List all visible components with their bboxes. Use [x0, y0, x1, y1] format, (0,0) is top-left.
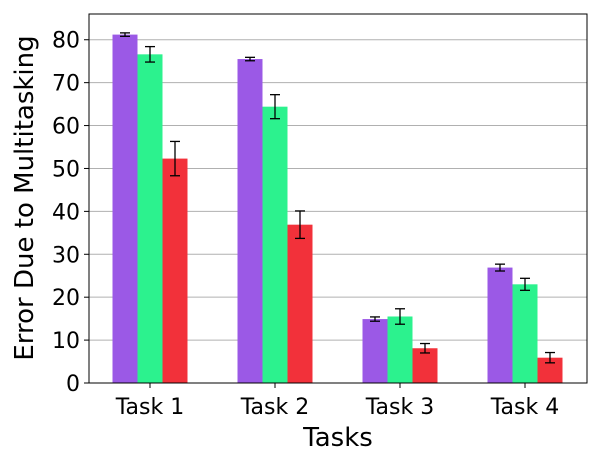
y-axis-label: Error Due to Multitasking: [10, 35, 40, 360]
y-tick-label: 20: [52, 286, 80, 311]
bar: [362, 319, 388, 383]
bar: [262, 106, 288, 383]
x-axis-label: Tasks: [302, 423, 373, 453]
x-tick-label: Task 3: [365, 395, 434, 420]
bar: [412, 348, 438, 383]
y-tick-label: 0: [66, 372, 80, 397]
x-tick-label: Task 1: [115, 395, 184, 420]
y-tick-label: 60: [52, 115, 80, 140]
bar: [112, 34, 138, 384]
y-tick-label: 50: [52, 157, 80, 182]
bar: [487, 267, 513, 383]
x-tick-label: Task 2: [240, 395, 309, 420]
bar: [287, 224, 313, 383]
y-tick-label: 30: [52, 243, 80, 268]
y-tick-label: 10: [52, 329, 80, 354]
bars: [112, 34, 563, 384]
bar: [512, 284, 538, 383]
error-bars: [120, 32, 555, 364]
y-tick-label: 40: [52, 200, 80, 225]
plot-frame: [88, 13, 588, 384]
y-tick-label: 80: [52, 29, 80, 54]
x-tick-label: Task 4: [490, 395, 559, 420]
bar: [387, 316, 413, 383]
x-axis: Task 1 Task 2 Task 3 Task 4: [115, 383, 559, 420]
bar: [162, 158, 188, 383]
bar: [137, 54, 163, 384]
y-tick-label: 70: [52, 72, 80, 97]
y-axis: 0 10 20 30 40 50 60 70 80: [52, 29, 89, 397]
bar: [237, 59, 263, 383]
